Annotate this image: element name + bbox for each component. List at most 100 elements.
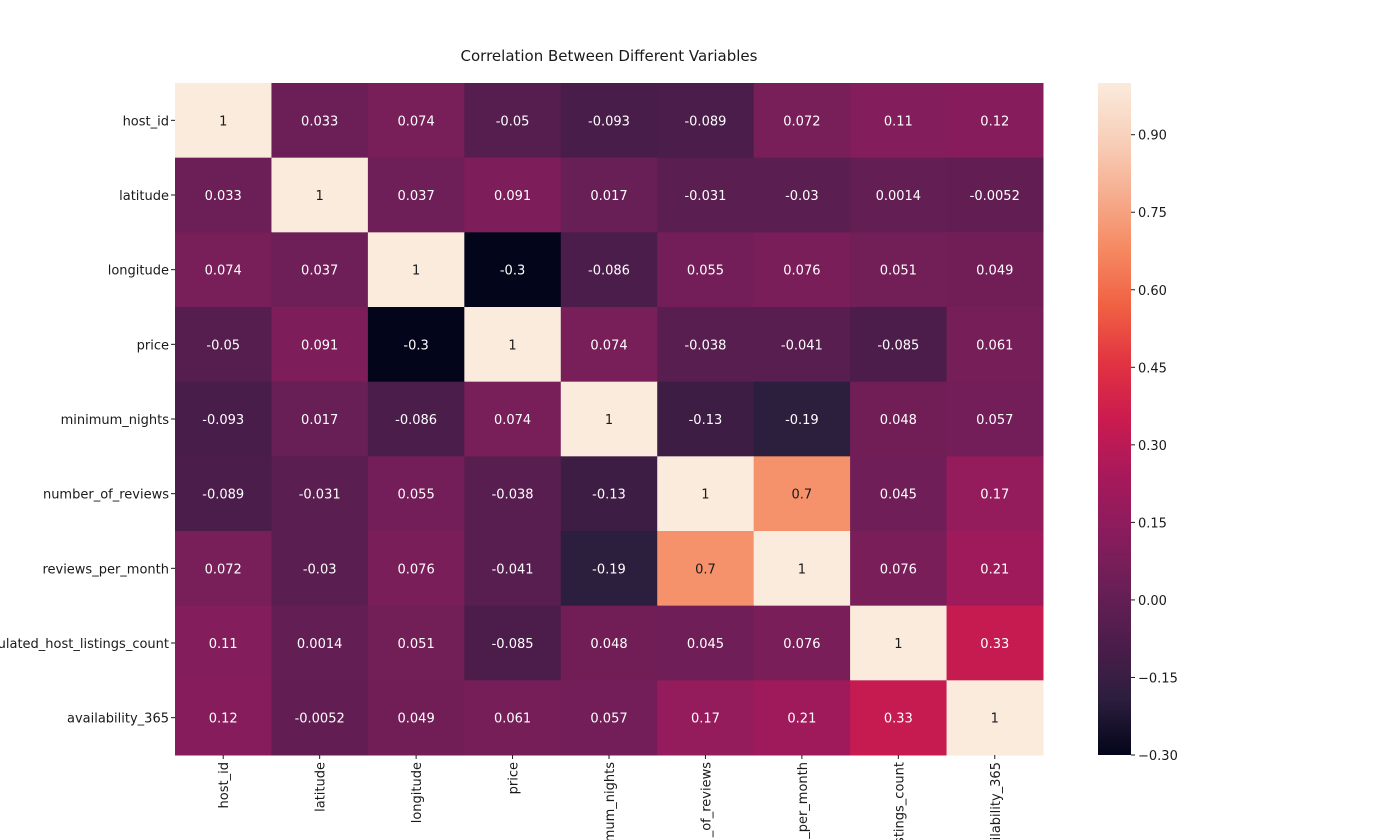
y-tick-label: reviews_per_month [42,562,169,577]
heatmap-cell [175,232,272,308]
heatmap-cell [367,157,465,233]
x-tick-label: stings_count [892,762,907,840]
cell-value-label: 0.055 [398,488,435,503]
cell-value-label: 0.045 [880,488,917,503]
heatmap-cell [271,456,369,532]
cell-value-label: 1 [798,562,806,577]
heatmap-cell [946,531,1044,607]
y-tick-label: ulated_host_listings_count [0,637,169,652]
cell-value-label: -0.085 [877,338,919,353]
cell-value-label: 0.051 [398,637,435,652]
heatmap-cell [271,605,369,681]
heatmap-cell [850,456,948,532]
heatmap-cell [850,680,948,756]
heatmap-cell [560,605,658,681]
heatmap-cell [560,531,658,607]
cell-value-label: -0.041 [781,338,823,353]
cell-value-label: 0.17 [691,712,720,727]
y-tick-label: price [137,338,169,353]
heatmap-cell [367,232,465,308]
cell-value-label: 0.017 [590,189,627,204]
heatmap-cell [464,381,562,457]
cell-value-label: 0.057 [590,712,627,727]
cell-value-label: 0.091 [301,338,338,353]
colorbar-tick-label: −0.30 [1138,749,1178,764]
y-tick-label: availability_365 [67,712,169,727]
heatmap-cell [753,531,851,607]
heatmap-cell [657,157,755,233]
heatmap-cell [657,680,755,756]
cell-value-label: -0.3 [500,264,525,279]
x-tick-label: latitude [314,762,329,812]
cell-value-label: 1 [412,264,420,279]
x-tick-label: _of_reviews [699,762,714,839]
heatmap-cell [850,83,948,159]
heatmap-cell [175,680,272,756]
cell-value-label: 0.045 [687,637,724,652]
heatmap-cell [946,680,1044,756]
cell-value-label: 0.21 [980,562,1009,577]
heatmap-cell [271,680,369,756]
cell-value-label: 0.033 [301,114,338,129]
x-tick-label: mum_nights [603,762,618,840]
heatmap-cell [657,232,755,308]
heatmap-cell [175,307,272,383]
heatmap-cell [560,680,658,756]
cell-value-label: -0.038 [492,488,534,503]
cell-value-label: 0.072 [783,114,820,129]
heatmap-cell [464,83,562,159]
cell-value-label: 0.076 [880,562,917,577]
cell-value-label: 0.048 [590,637,627,652]
cell-value-label: -0.13 [689,413,723,428]
heatmap-cell [657,605,755,681]
cell-value-label: -0.03 [303,562,337,577]
heatmap-cell [464,605,562,681]
heatmap-cell [850,531,948,607]
cell-value-label: -0.05 [206,338,240,353]
heatmap-cell [271,157,369,233]
heatmap-cell [560,157,658,233]
cell-value-label: 0.7 [695,562,716,577]
x-tick-label: host_id [217,762,232,808]
heatmap-cell [657,456,755,532]
cell-value-label: -0.0052 [970,189,1020,204]
heatmap-cell [271,307,369,383]
heatmap-cell [946,232,1044,308]
cell-value-label: 0.076 [783,637,820,652]
cell-value-label: 0.037 [301,264,338,279]
cell-value-label: 0.061 [494,712,531,727]
heatmap-cell [367,307,465,383]
heatmap-cell [753,456,851,532]
cell-value-label: -0.089 [684,114,726,129]
heatmap-cell [367,531,465,607]
heatmap-cells: 1 0.033 0.074 -0.05 -0.093 -0.089 0.072 0.11 0.1… [175,83,1044,756]
cell-value-label: -0.086 [588,264,630,279]
colorbar-tick-label: 0.75 [1138,206,1167,221]
cell-value-label: 0.074 [590,338,627,353]
cell-value-label: 1 [894,637,902,652]
heatmap-cell [271,83,369,159]
heatmap-cell [657,83,755,159]
heatmap-cell [850,232,948,308]
x-axis-ticks: host_id latitude longitude price mum_nights _… [217,755,1004,840]
heatmap-cell [946,605,1044,681]
y-tick-label: longitude [108,264,169,279]
cell-value-label: -0.19 [592,562,626,577]
cell-value-label: 1 [316,189,324,204]
heatmap-cell [753,83,851,159]
cell-value-label: 0.051 [880,264,917,279]
cell-value-label: -0.3 [403,338,428,353]
cell-value-label: 0.21 [787,712,816,727]
cell-value-label: 0.11 [884,114,913,129]
cell-value-label: 0.0014 [876,189,922,204]
heatmap-cell [657,381,755,457]
y-tick-label: latitude [119,189,169,204]
cell-value-label: 0.055 [687,264,724,279]
heatmap-cell [464,307,562,383]
cell-value-label: 0.33 [884,712,913,727]
cell-value-label: 0.074 [494,413,531,428]
heatmap-cell [367,680,465,756]
cell-value-label: -0.0052 [295,712,345,727]
cell-value-label: -0.031 [299,488,341,503]
cell-value-label: 0.7 [792,488,813,503]
